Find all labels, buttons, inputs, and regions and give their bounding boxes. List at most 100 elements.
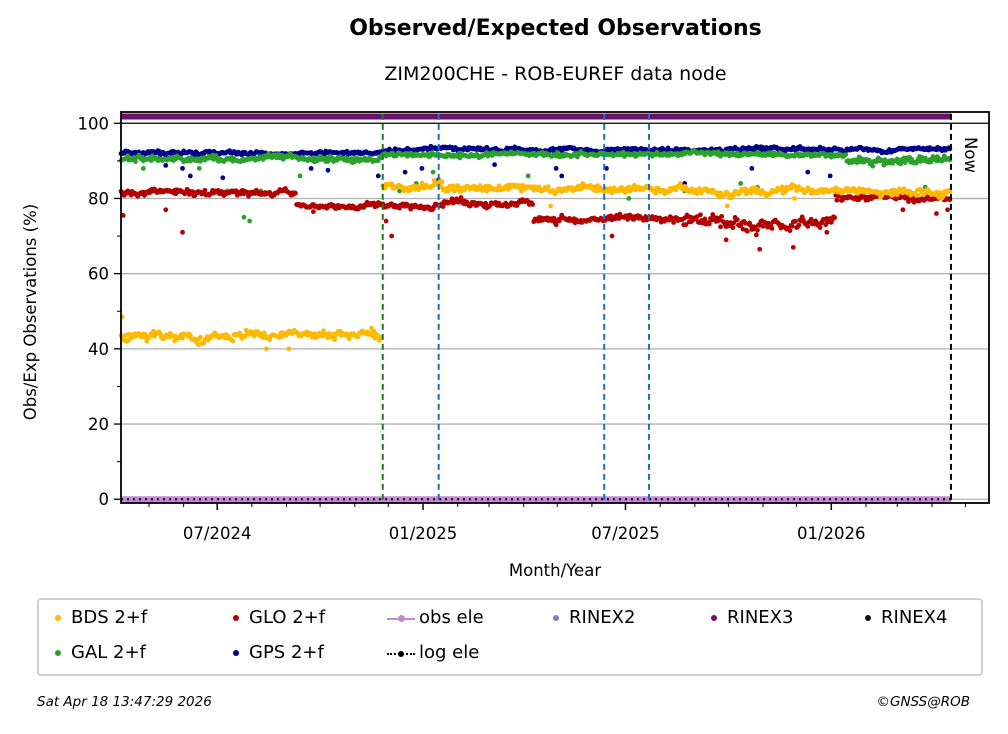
data-point xyxy=(789,223,795,229)
data-point xyxy=(242,333,248,339)
y-tick-label: 0 xyxy=(99,490,110,509)
data-point xyxy=(457,155,463,161)
outlier-point xyxy=(247,218,253,224)
outlier-point xyxy=(325,167,331,173)
x-axis-label: Month/Year xyxy=(509,561,601,580)
legend-marker-icon xyxy=(51,643,67,663)
outlier-point xyxy=(375,173,381,179)
outlier-point xyxy=(790,244,796,250)
outlier-point xyxy=(548,203,553,209)
legend-label: obs ele xyxy=(419,607,484,628)
now-label: Now xyxy=(961,137,980,173)
series-layer xyxy=(118,113,953,503)
series-bds-2-f xyxy=(118,178,953,352)
x-axis: 07/2024 01/2025 07/2025 01/2026 xyxy=(148,503,967,543)
data-point xyxy=(730,225,736,231)
legend-item-glo-2-f: GLO 2+f xyxy=(229,607,325,629)
grid-lines xyxy=(121,122,989,500)
legend-marker-icon xyxy=(387,608,415,628)
y-tick-label: 20 xyxy=(88,415,109,434)
data-point xyxy=(796,222,802,228)
data-point xyxy=(916,192,921,198)
data-point xyxy=(719,213,725,219)
data-point xyxy=(677,181,683,186)
data-point xyxy=(440,204,446,209)
outlier-point xyxy=(749,165,755,171)
data-point xyxy=(545,184,551,190)
outlier-point xyxy=(724,203,730,209)
legend-item-bds-2-f: BDS 2+f xyxy=(51,607,147,629)
outlier-point xyxy=(945,207,951,213)
legend-item-obs-ele: obs ele xyxy=(387,607,484,629)
legend-label: log ele xyxy=(419,642,480,663)
data-point xyxy=(834,197,840,203)
outlier-point xyxy=(604,165,609,171)
data-point xyxy=(198,334,203,340)
data-point xyxy=(734,217,740,223)
data-point xyxy=(332,337,338,343)
outlier-point xyxy=(419,165,425,171)
outlier-point xyxy=(757,246,763,252)
legend-marker-icon xyxy=(51,608,67,628)
data-point xyxy=(439,179,445,185)
data-point xyxy=(702,216,708,222)
x-tick-label: 07/2025 xyxy=(591,524,660,543)
data-point xyxy=(793,218,798,224)
legend-item-gal-2-f: GAL 2+f xyxy=(51,642,146,664)
y-tick-label: 60 xyxy=(88,265,109,284)
data-point xyxy=(787,228,793,234)
chart-plot: 0 20 40 60 80 100 07/2024 01/2025 07/2025 01/202… xyxy=(21,111,990,580)
data-point xyxy=(267,337,273,343)
data-point xyxy=(483,200,489,206)
outlier-point xyxy=(220,175,226,181)
legend-marker-icon xyxy=(707,608,723,628)
outlier-point xyxy=(805,169,811,175)
outlier-point xyxy=(553,222,559,228)
outlier-point xyxy=(934,211,939,216)
outlier-point xyxy=(180,229,185,235)
data-point xyxy=(817,225,823,230)
outlier-point xyxy=(286,346,292,352)
legend-label: RINEX2 xyxy=(569,607,636,628)
legend-item-rinex4: RINEX4 xyxy=(861,607,947,629)
outlier-point xyxy=(196,165,202,171)
data-point xyxy=(805,223,811,229)
outlier-point xyxy=(389,233,395,239)
outlier-point xyxy=(120,212,126,218)
outlier-point xyxy=(310,209,316,215)
series-glo-2-f xyxy=(118,186,953,252)
outlier-point xyxy=(827,173,833,179)
data-point xyxy=(483,183,489,189)
data-point xyxy=(230,338,236,344)
outlier-point xyxy=(308,165,314,171)
data-point xyxy=(755,227,760,233)
outlier-point xyxy=(791,196,797,201)
legend-marker-icon xyxy=(229,608,245,628)
data-point xyxy=(683,222,689,228)
series-gal-2-f xyxy=(118,147,953,224)
legend-label: GPS 2+f xyxy=(249,642,324,663)
series-gps-2-f xyxy=(118,143,953,186)
data-point xyxy=(947,189,953,195)
data-point xyxy=(312,331,317,337)
outlier-point xyxy=(738,181,744,186)
outlier-point xyxy=(559,173,565,179)
event-lines xyxy=(381,113,952,503)
data-point xyxy=(698,212,703,218)
data-point xyxy=(808,216,814,222)
data-point xyxy=(157,331,163,337)
y-tick-label: 40 xyxy=(88,340,109,359)
x-tick-label: 01/2026 xyxy=(797,524,866,543)
outlier-point xyxy=(525,173,531,179)
legend-marker-icon xyxy=(229,643,245,663)
data-point xyxy=(870,163,876,169)
outlier-point xyxy=(723,237,729,243)
outlier-point xyxy=(900,207,906,213)
legend-label: GAL 2+f xyxy=(71,642,146,663)
legend-label: RINEX3 xyxy=(727,607,794,628)
y-axis: 0 20 40 60 80 100 xyxy=(78,114,121,509)
y-tick-label: 80 xyxy=(88,189,109,208)
outlier-point xyxy=(402,169,408,175)
legend-label: BDS 2+f xyxy=(71,607,148,628)
data-point xyxy=(530,202,536,207)
